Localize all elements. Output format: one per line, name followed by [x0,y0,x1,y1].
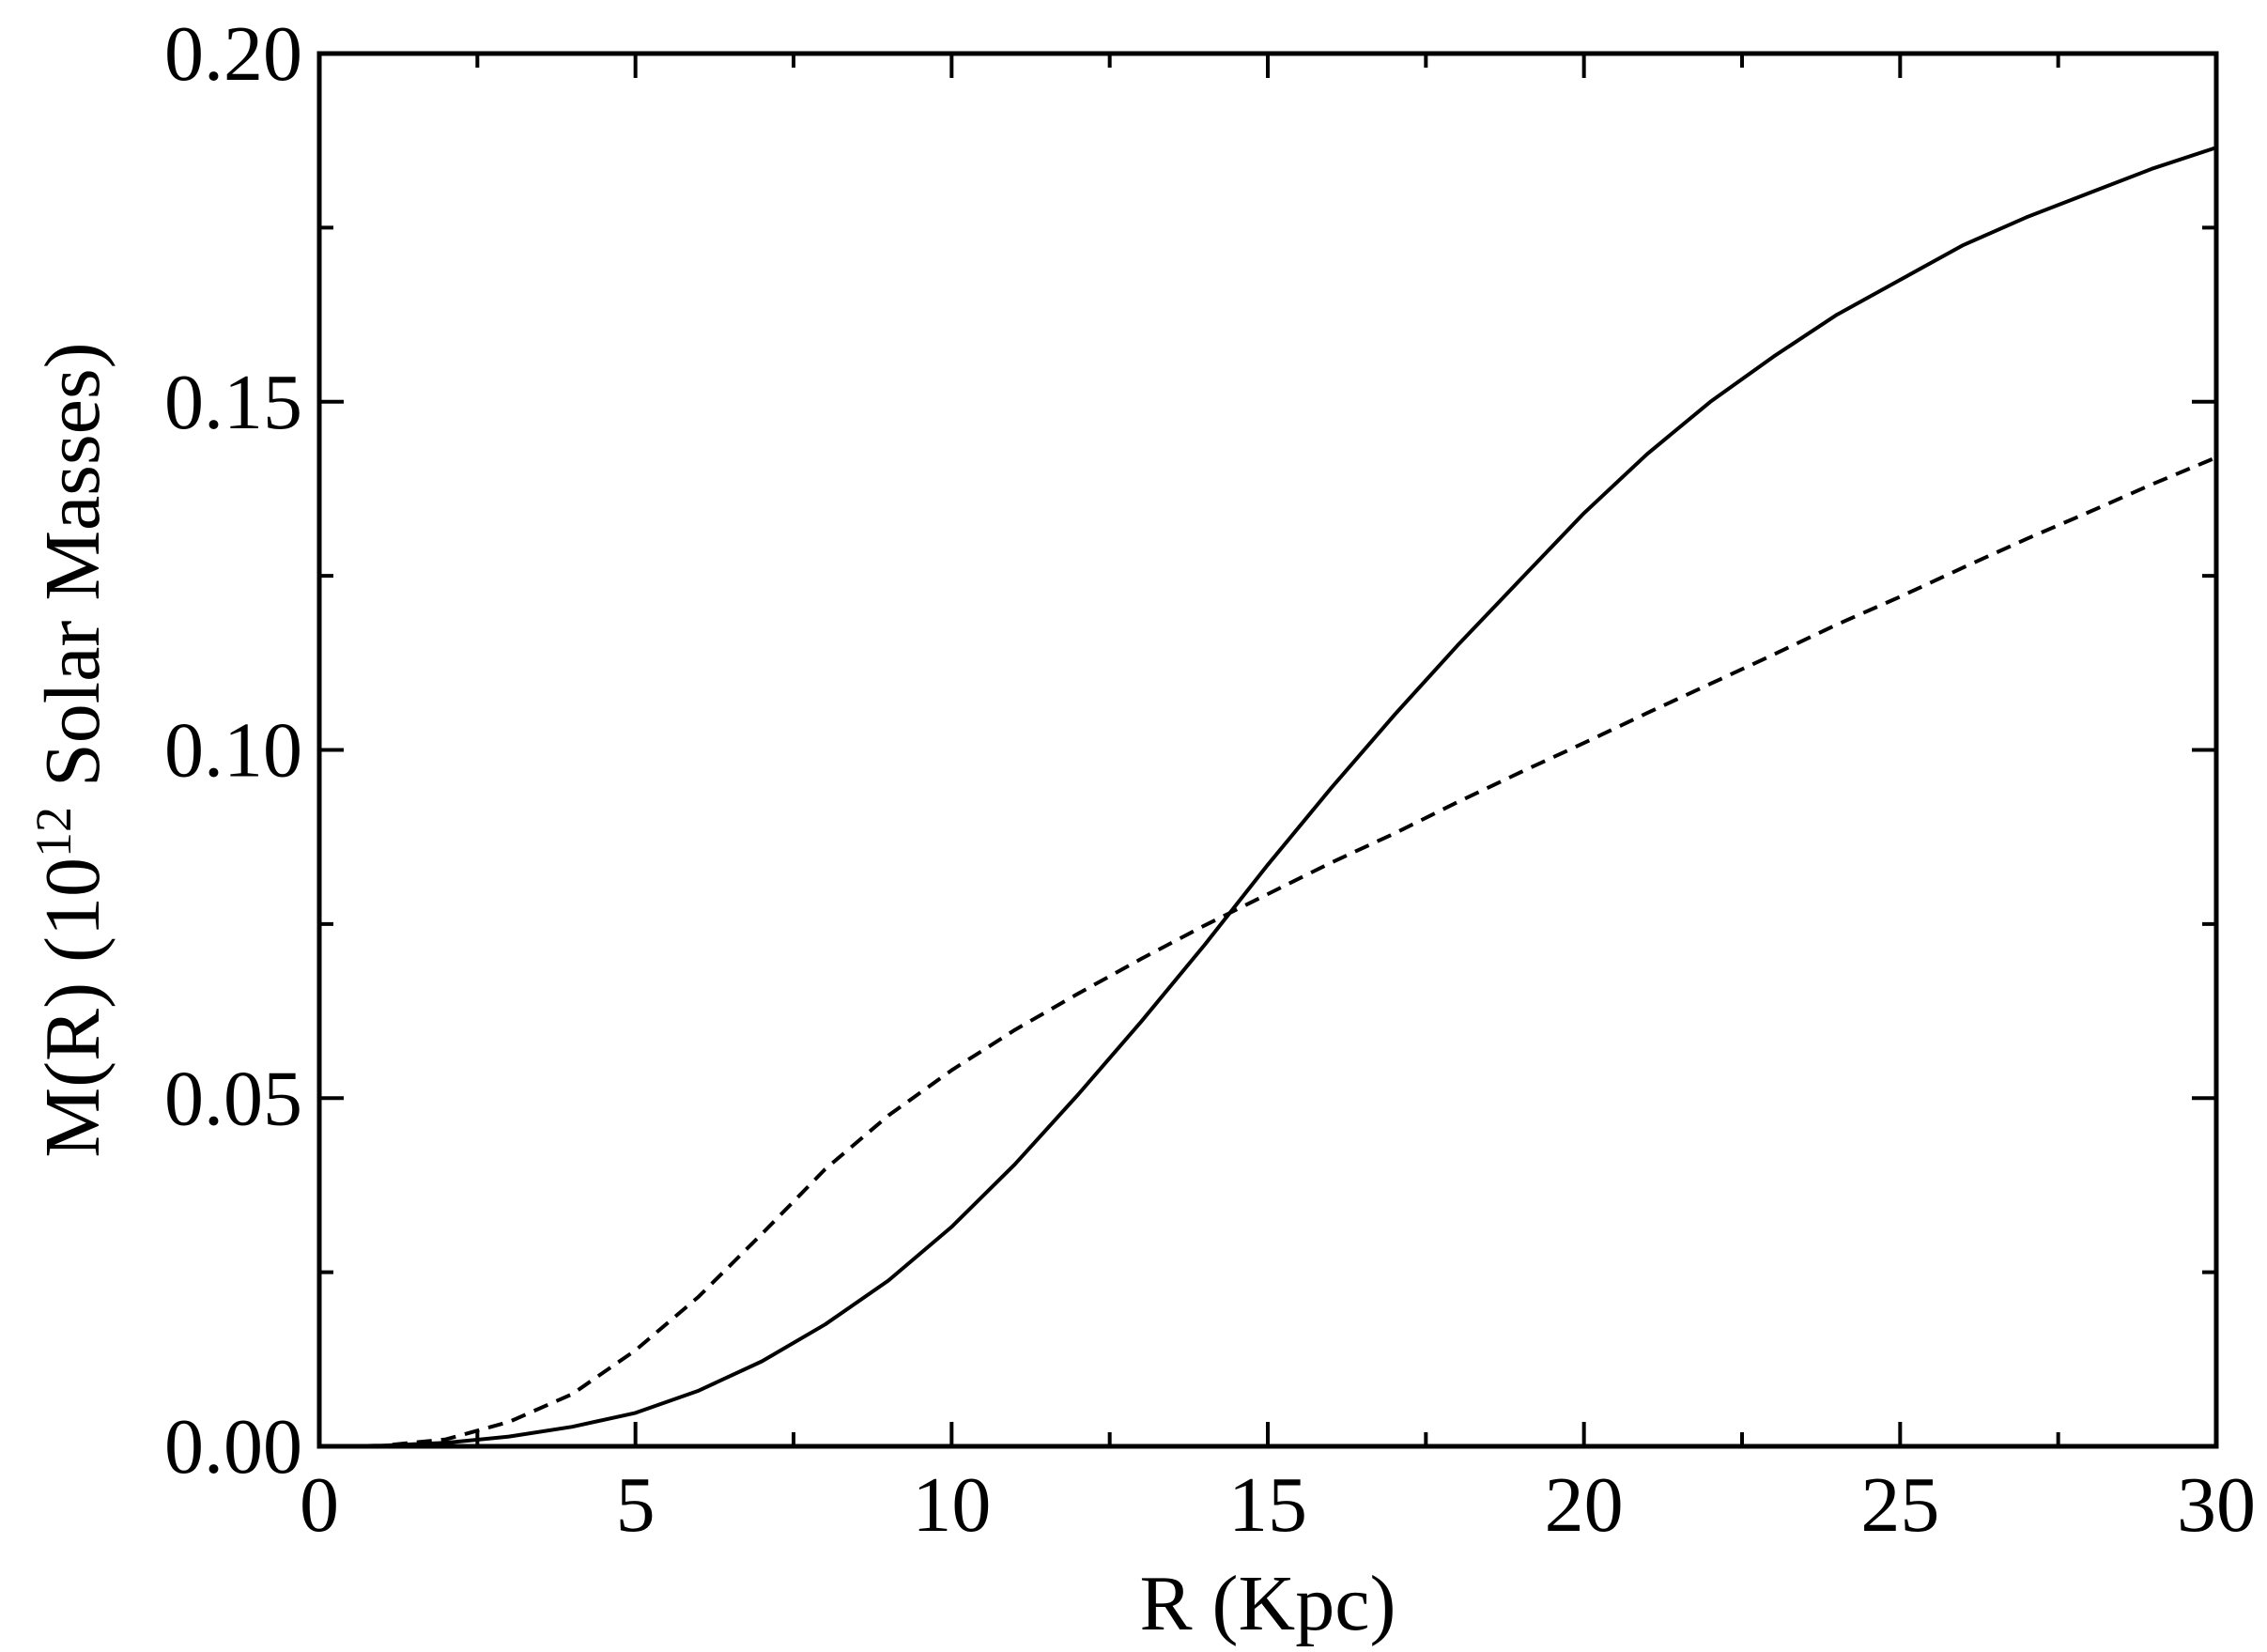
x-tick-label: 10 [912,1461,991,1549]
y-axis-title-exponent: 12 [25,807,82,857]
x-tick-label: 30 [2177,1461,2256,1549]
x-tick-label: 0 [300,1461,339,1549]
x-tick-label: 25 [1860,1461,1939,1549]
y-axis-title-prefix: M(R) (10 [29,857,116,1158]
y-axis-title-suffix: Solar Masses) [29,342,116,807]
y-tick-label: 0.05 [164,1055,302,1142]
x-axis-title: R (Kpc) [1140,1560,1396,1647]
y-axis-title: M(R) (1012 Solar Masses) [25,342,116,1157]
y-tick-label: 0.20 [164,10,302,98]
x-tick-label: 15 [1228,1461,1307,1549]
labels-layer: 0 5 10 15 20 25 30 0.00 0.05 0.10 0.15 0.20 [164,10,2256,1549]
x-tick-label: 20 [1545,1461,1624,1549]
x-tick-label: 5 [616,1461,655,1549]
y-tick-label: 0.00 [164,1403,302,1490]
plot-frame [316,51,2219,1449]
y-tick-label: 0.10 [164,707,302,795]
dashed-series-line [318,455,2217,1448]
solid-series-line [318,146,2217,1448]
series-layer [318,146,2217,1448]
y-tick-label: 0.15 [164,359,302,446]
